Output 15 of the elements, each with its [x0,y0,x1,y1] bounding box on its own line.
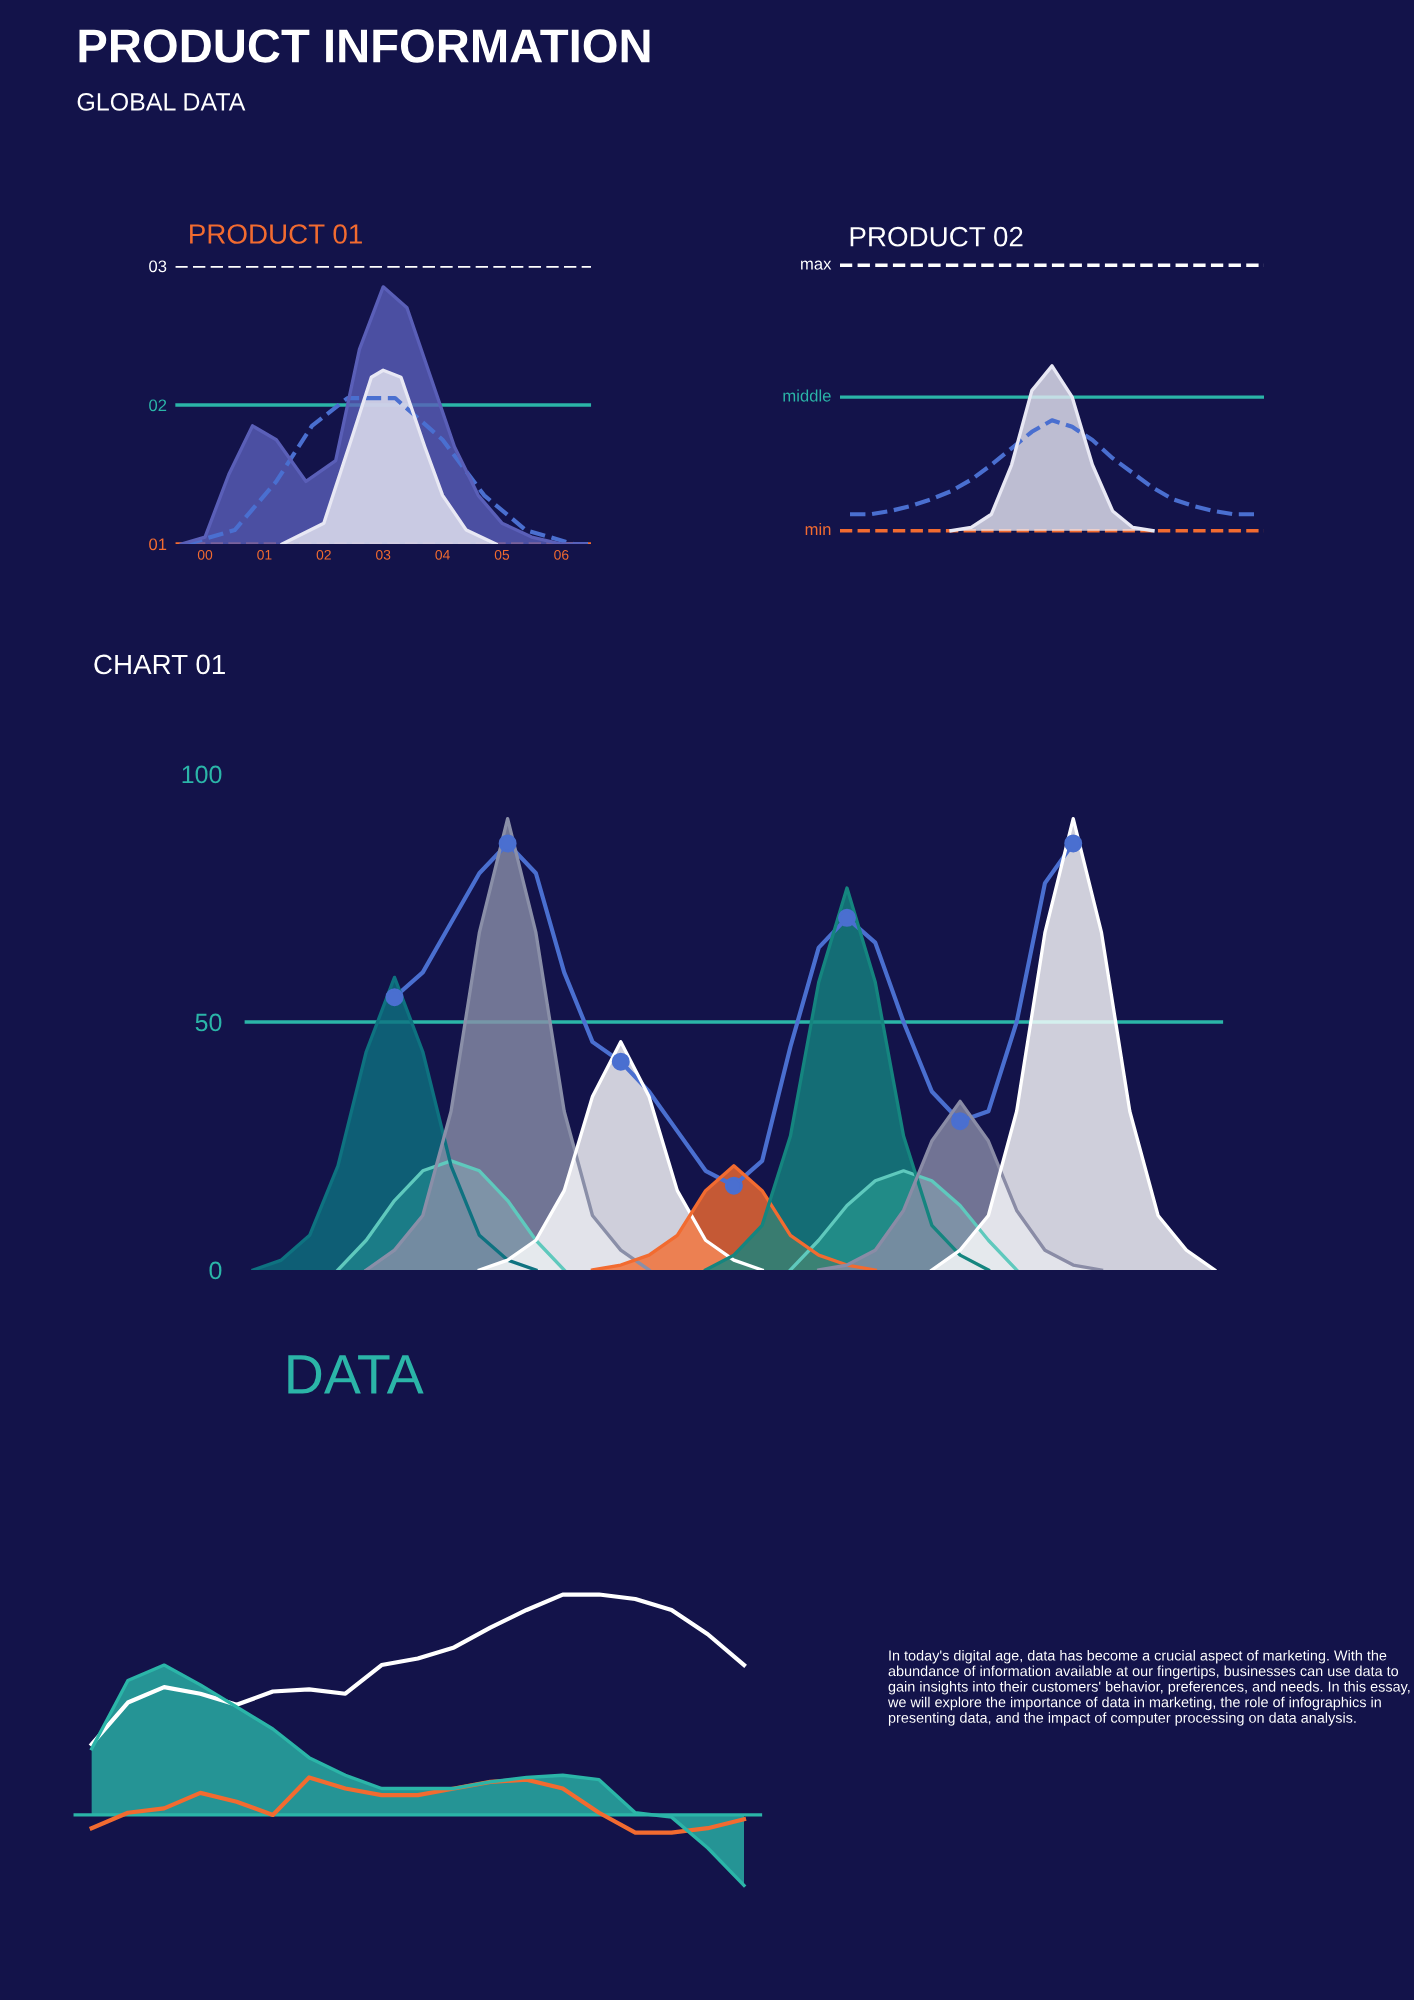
y-tick-label: 0 [209,1261,222,1280]
y-tick-label: 50 [195,1013,222,1032]
y-tick-label: 03 [149,260,167,273]
chart-title: CHART 01 [94,654,225,675]
text: GLOBAL DATA [77,93,246,111]
y-tick-label: 02 [149,399,167,412]
text: DATA [288,1355,424,1394]
chart-title: PRODUCT 01 [190,224,362,244]
y-tick-label: 01 [149,538,167,551]
ref-line-label: max [801,260,832,270]
ref-line-label: min [805,522,831,536]
y-tick-label: 100 [182,765,222,784]
chart-title: PRODUCT 02 [850,226,1023,247]
ref-line-label: middle [783,389,831,402]
text: PRODUCT INFORMATION [79,29,650,63]
